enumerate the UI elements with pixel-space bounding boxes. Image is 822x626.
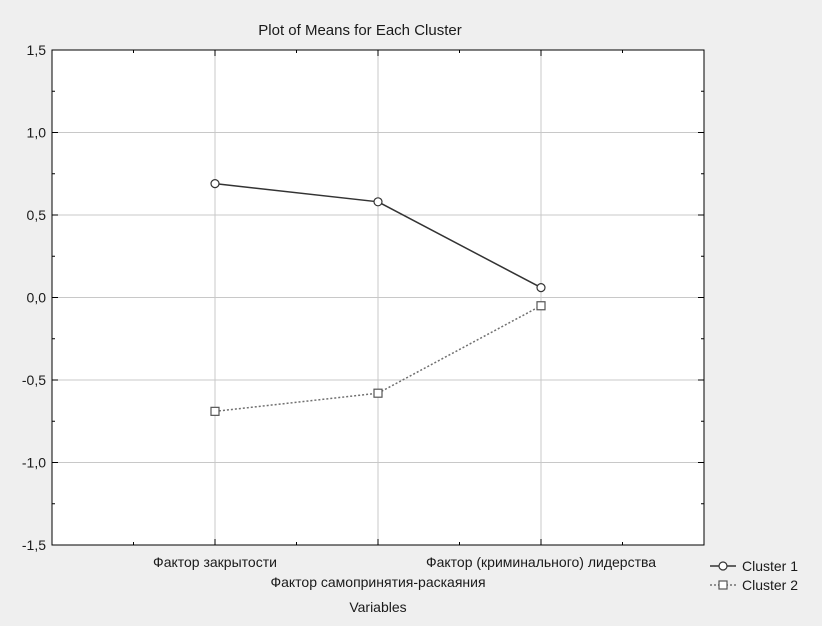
- legend-label-1: Cluster 1: [742, 558, 798, 574]
- data-point-circle: [210, 179, 220, 189]
- legend: Cluster 1 Cluster 2: [710, 558, 798, 593]
- y-tick-label: 0,0: [27, 290, 47, 306]
- y-tick-label: -1,5: [22, 537, 46, 553]
- x-tick-label: Фактор закрытости: [153, 554, 277, 570]
- series-group: [210, 179, 546, 416]
- y-tick-label: 0,5: [27, 207, 47, 223]
- y-tick-labels: -1,5 -1,0 -0,5 0,0 0,5 1,0 1,5: [22, 42, 46, 553]
- x-axis-label: Variables: [349, 599, 406, 615]
- data-point-circle: [536, 283, 546, 293]
- y-tick-label: 1,0: [27, 125, 47, 141]
- data-point-square: [536, 301, 546, 311]
- axis-ticks: [51, 49, 705, 546]
- chart-title: Plot of Means for Each Cluster: [258, 22, 461, 39]
- legend-marker-square: [718, 580, 728, 590]
- legend-marker-circle: [718, 561, 728, 571]
- data-point-circle: [373, 197, 383, 207]
- y-tick-label: -1,0: [22, 455, 46, 471]
- x-tick-label: Фактор (криминального) лидерства: [426, 554, 656, 570]
- y-tick-label: 1,5: [27, 42, 47, 58]
- y-tick-label: -0,5: [22, 372, 46, 388]
- x-tick-labels: Фактор закрытости Фактор самопринятия-рас…: [153, 554, 656, 590]
- grid-lines: [52, 50, 704, 545]
- data-point-square: [373, 388, 383, 398]
- legend-label-2: Cluster 2: [742, 577, 798, 593]
- data-point-square: [210, 406, 220, 416]
- x-tick-label: Фактор самопринятия-раскаяния: [270, 574, 485, 590]
